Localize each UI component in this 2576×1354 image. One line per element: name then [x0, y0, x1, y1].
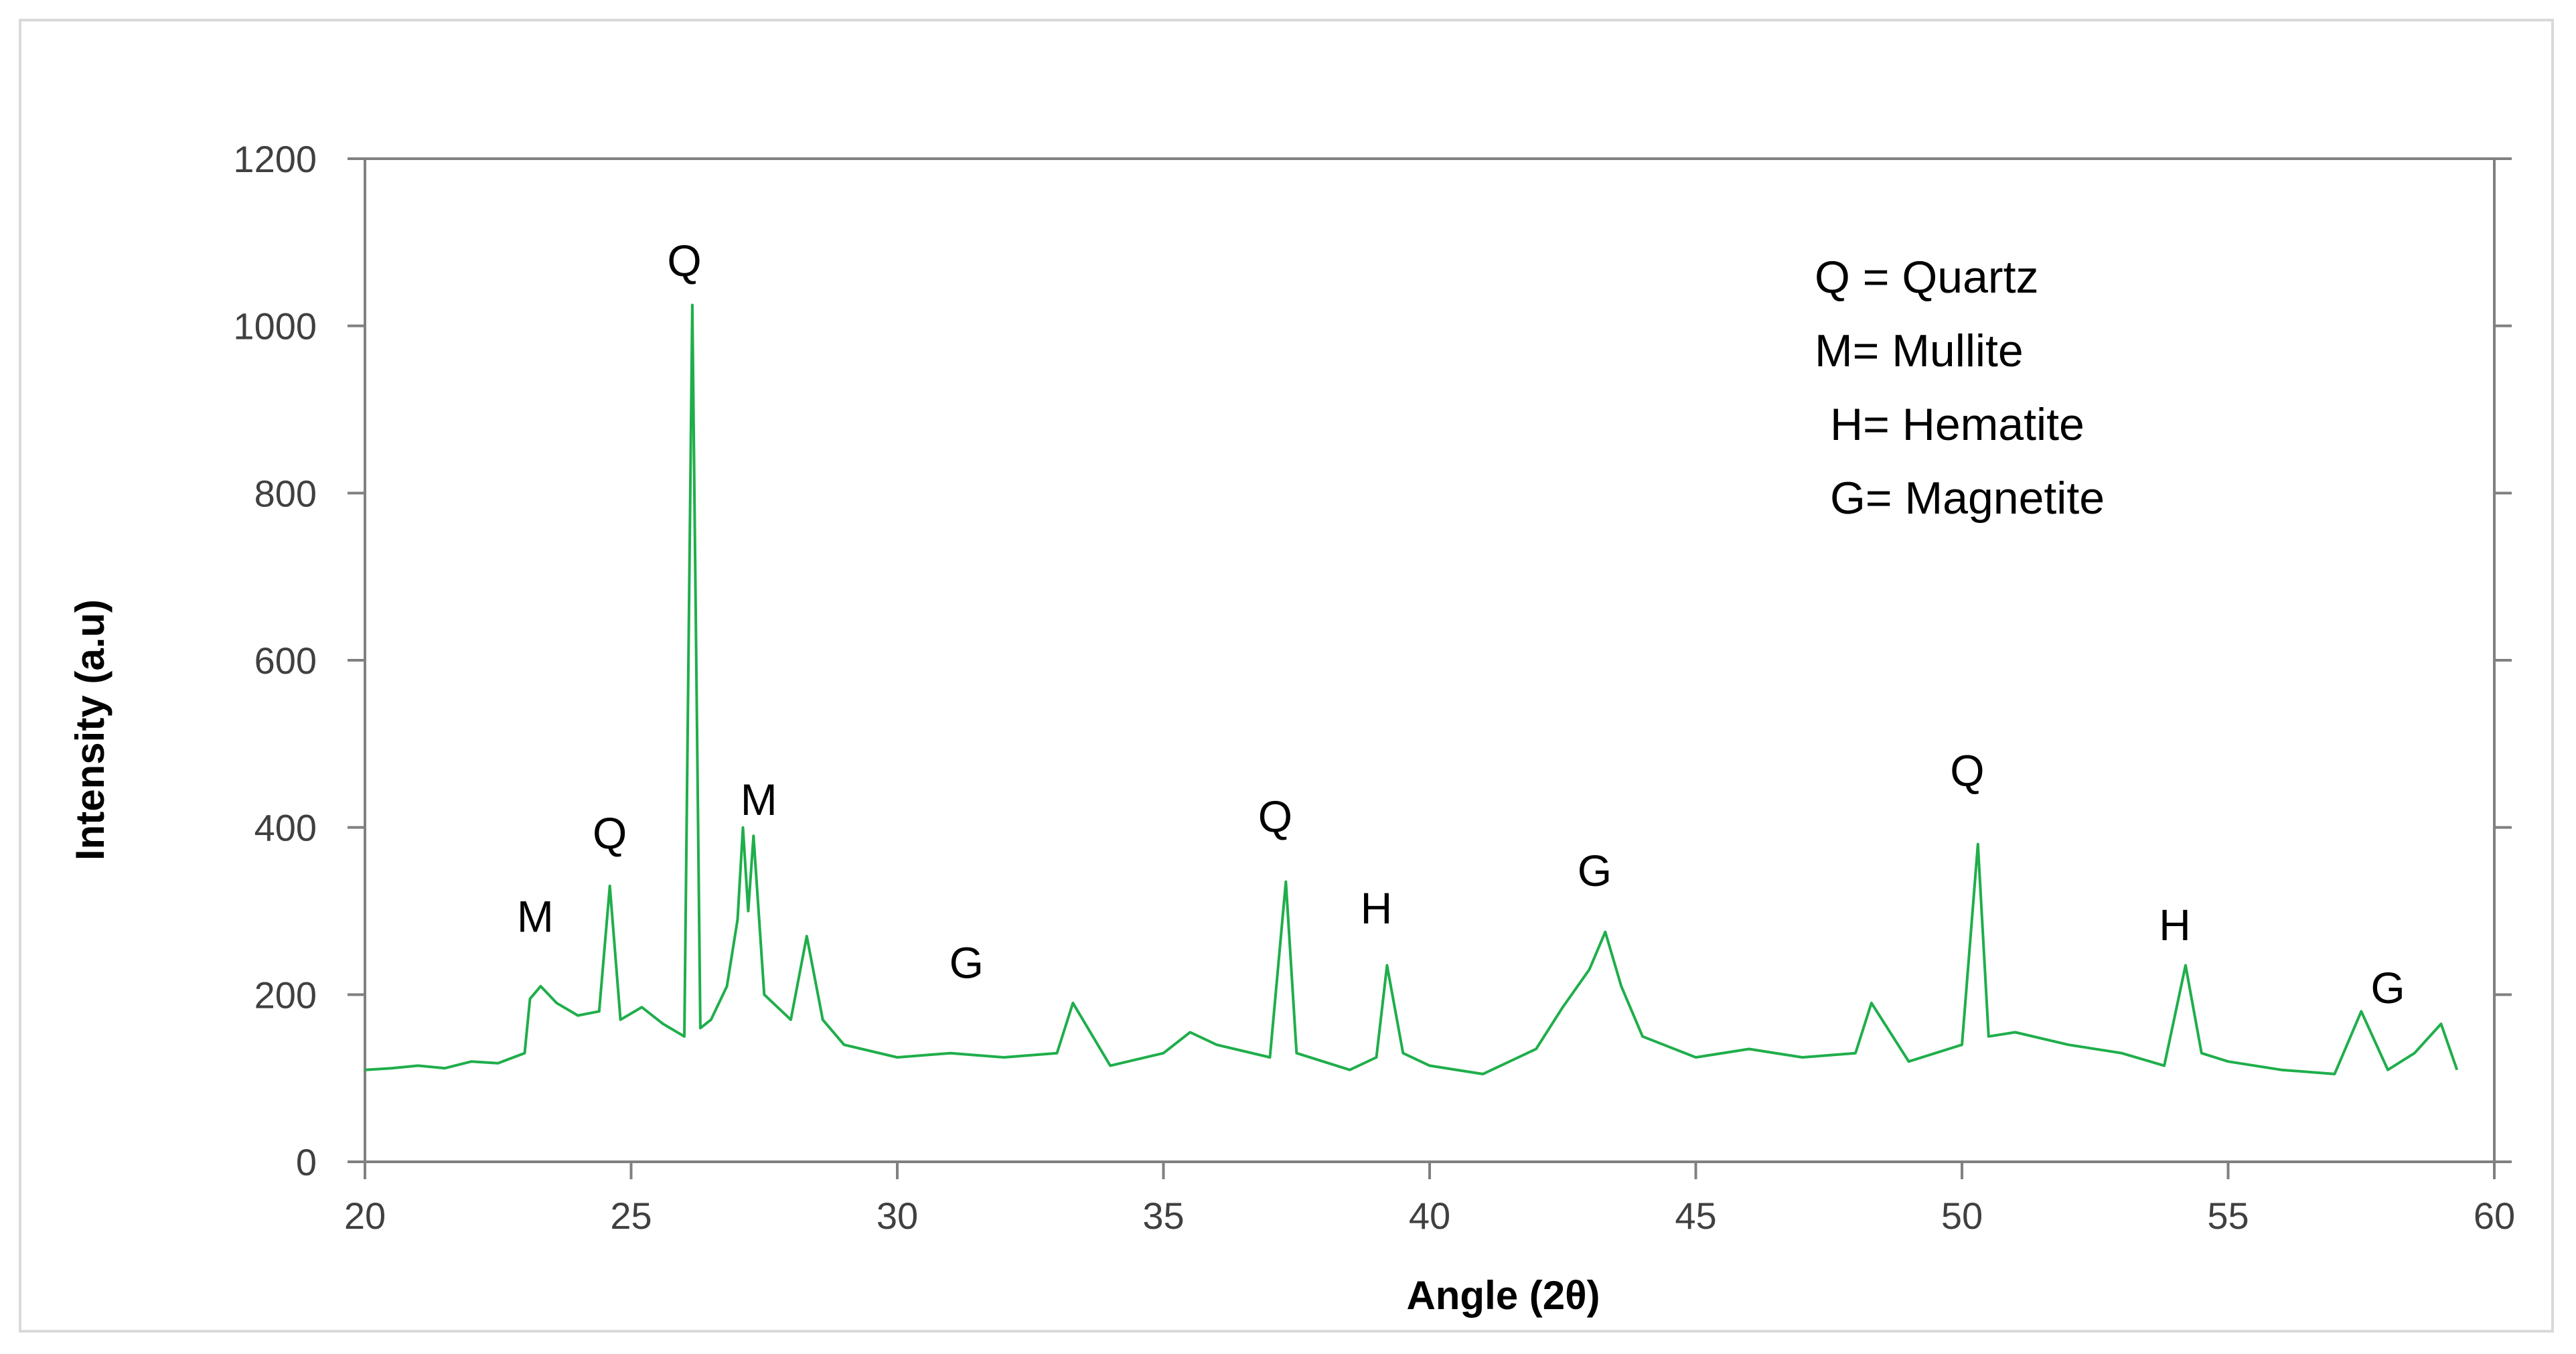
legend-entry-mullite: M= Mullite [1815, 325, 2024, 376]
peak-label-Q: Q [1950, 745, 1984, 795]
x-tick-label: 25 [610, 1195, 652, 1237]
x-tick-label: 55 [2207, 1195, 2249, 1237]
chart-frame [19, 19, 2554, 1333]
series-line-0 [364, 303, 2459, 1075]
x-tick-label: 35 [1142, 1195, 1184, 1237]
peak-label-M: M [741, 775, 777, 824]
peak-label-H: H [1361, 883, 1393, 933]
peak-label-Q: Q [667, 236, 701, 285]
legend-entry-quartz: Q = Quartz [1815, 252, 2038, 303]
legend: Q = Quartz M= Mullite H= Hematite G= Mag… [1815, 252, 2105, 524]
y-tick-label: 600 [254, 640, 317, 682]
y-tick-label: 0 [296, 1141, 317, 1183]
x-tick-label: 45 [1675, 1195, 1716, 1237]
x-tick-label: 50 [1941, 1195, 1983, 1237]
series-layer [364, 303, 2459, 1075]
y-axis-title: Intensity (a.u) [68, 599, 112, 860]
x-tick-label: 20 [344, 1195, 386, 1237]
x-tick-label: 40 [1409, 1195, 1450, 1237]
peak-label-Q: Q [1258, 792, 1292, 841]
x-tick-label: 30 [877, 1195, 918, 1237]
peak-label-M: M [517, 892, 554, 942]
peak-label-G: G [950, 937, 984, 987]
x-axis-title: Angle (2θ) [1406, 1273, 1600, 1318]
ticks-layer: 0 200 400 600 800 1000 1200 20 25 30 35 40 45 50 55 60 [233, 138, 2515, 1237]
peak-label-Q: Q [593, 808, 627, 858]
peak-label-H: H [2159, 900, 2191, 950]
legend-entry-hematite: H= Hematite [1830, 399, 2085, 450]
y-tick-label: 200 [254, 974, 317, 1016]
x-tick-label: 60 [2474, 1195, 2515, 1237]
peak-label-G: G [1578, 846, 1612, 895]
y-tick-label: 800 [254, 472, 317, 514]
peak-label-G: G [2370, 963, 2405, 1012]
y-tick-label: 1000 [233, 305, 317, 348]
y-tick-label: 400 [254, 807, 317, 849]
y-tick-label: 1200 [233, 138, 317, 180]
legend-entry-magnetite: G= Magnetite [1830, 473, 2105, 524]
